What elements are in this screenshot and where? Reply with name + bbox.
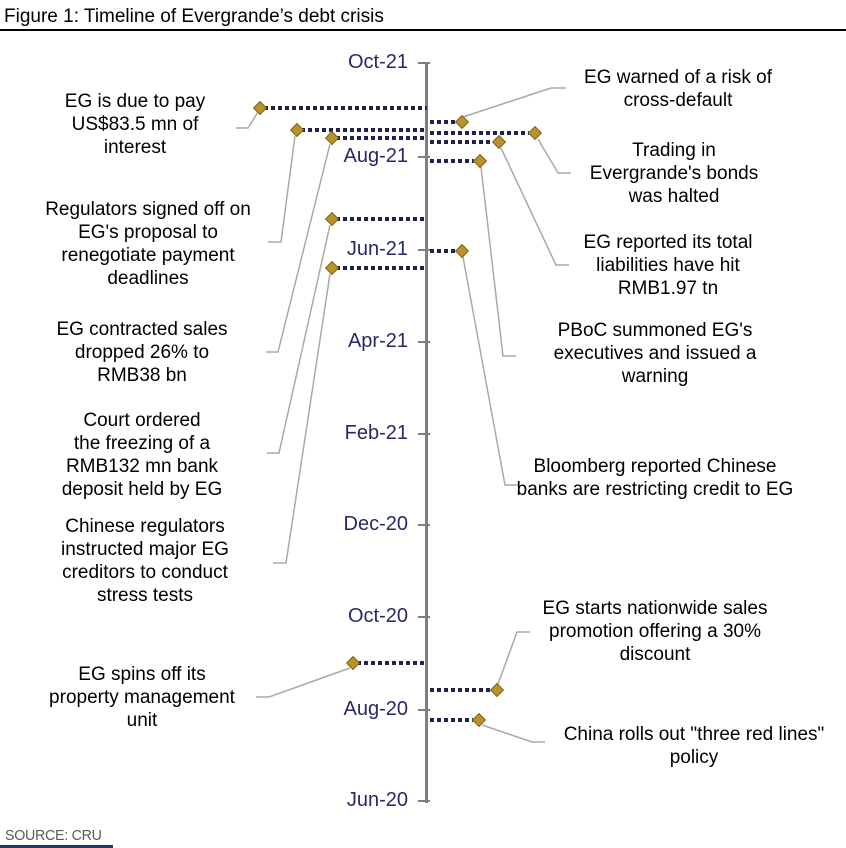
event-connector: [301, 128, 427, 132]
event-marker: [527, 125, 543, 141]
title-underline: [0, 29, 846, 31]
event-label: Bloomberg reported Chinese banks are res…: [516, 456, 794, 500]
event-marker: [454, 243, 470, 259]
axis-tick: [418, 433, 430, 435]
axis-tick-label: Aug-21: [343, 145, 409, 167]
event-label: Court ordered the freezing of a RMB132 m…: [61, 410, 223, 500]
event-label: EG is due to pay US$83.5 mn of interest: [64, 91, 206, 158]
leader-line: [480, 166, 516, 357]
event-label: Regulators signed off on EG's proposal t…: [45, 199, 251, 289]
leader-line: [462, 256, 518, 486]
leader-line: [497, 631, 530, 685]
event-marker: [324, 130, 340, 146]
leader-line: [256, 667, 351, 698]
axis-tick-label: Dec-20: [343, 513, 408, 535]
event-connector: [336, 266, 427, 270]
axis-tick-label: Apr-21: [347, 330, 408, 352]
event-label: EG contracted sales dropped 26% to RMB38…: [56, 319, 228, 386]
axis-tick: [418, 524, 430, 526]
axis-tick: [418, 62, 430, 64]
event-connector: [430, 120, 456, 124]
figure-title: Figure 1: Timeline of Evergrande’s debt …: [4, 6, 384, 27]
leader-line: [481, 724, 545, 743]
event-label: China rolls out "three red lines" policy: [563, 724, 825, 768]
event-connector: [336, 136, 427, 140]
event-marker: [471, 712, 487, 728]
leader-line: [268, 135, 296, 243]
leader-line: [462, 87, 566, 118]
event-label: PBoC summoned EG's executives and issued…: [553, 320, 757, 387]
axis-tick-label: Jun-20: [346, 789, 408, 811]
axis-tick-label: Oct-21: [347, 51, 408, 73]
event-marker: [491, 134, 507, 150]
event-marker: [489, 682, 505, 698]
event-connector: [430, 688, 491, 692]
source-note: SOURCE: CRU: [5, 827, 102, 844]
event-connector: [430, 249, 456, 253]
event-connector: [430, 718, 473, 722]
axis-tick: [418, 800, 430, 802]
event-marker: [472, 153, 488, 169]
event-connector: [336, 217, 427, 221]
event-connector: [264, 106, 427, 110]
leader-line: [236, 111, 259, 129]
event-label: Trading in Evergrande's bonds was halted: [589, 140, 759, 207]
footer-accent-bar: [0, 845, 113, 848]
event-marker: [345, 655, 361, 671]
leader-line: [537, 138, 571, 174]
event-label: EG reported its total liabilities have h…: [583, 232, 753, 299]
event-marker: [324, 211, 340, 227]
axis-tick: [418, 616, 430, 618]
event-connector: [430, 159, 474, 163]
event-label: EG warned of a risk of cross-default: [584, 67, 772, 111]
axis-tick-label: Oct-20: [347, 605, 408, 627]
event-connector: [430, 140, 493, 144]
event-label: EG spins off its property management uni…: [49, 664, 235, 731]
event-connector: [430, 131, 529, 135]
event-marker: [324, 260, 340, 276]
axis-tick-label: Feb-21: [344, 422, 408, 444]
axis-tick: [418, 341, 430, 343]
event-label: Chinese regulators instructed major EG c…: [61, 516, 229, 606]
event-marker: [289, 122, 305, 138]
axis-tick: [418, 709, 430, 711]
event-marker: [454, 114, 470, 130]
event-label: EG starts nationwide sales promotion off…: [542, 598, 768, 665]
axis-tick: [418, 156, 430, 158]
event-connector: [357, 661, 427, 665]
timeline-axis: [425, 62, 428, 803]
axis-tick-label: Jun-21: [346, 238, 408, 260]
event-marker: [252, 100, 268, 116]
axis-tick-label: Aug-20: [343, 698, 409, 720]
axis-tick: [418, 249, 430, 251]
